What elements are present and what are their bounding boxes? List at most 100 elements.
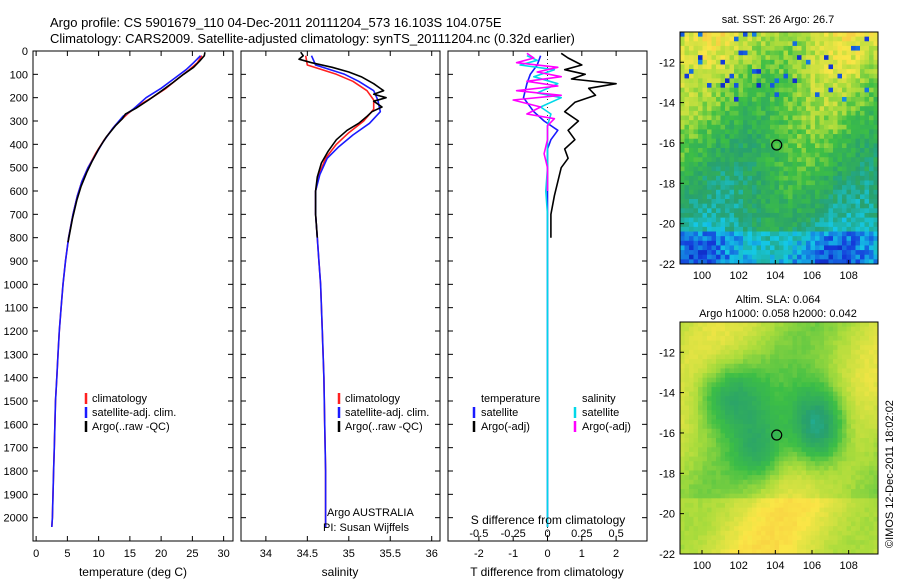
map-cell <box>783 78 789 84</box>
map-cell <box>842 245 847 251</box>
map-cell <box>851 78 856 84</box>
map-cell <box>702 199 708 205</box>
map-cell <box>761 134 766 140</box>
map-cell <box>783 498 789 504</box>
map-cell <box>869 461 874 467</box>
map-cell <box>837 484 843 490</box>
map-cell <box>689 512 694 518</box>
map-cell <box>761 259 766 265</box>
map-cell <box>720 259 726 265</box>
map-cell <box>828 143 834 149</box>
map-cell <box>756 507 762 513</box>
map-cell <box>779 115 784 121</box>
map-cell <box>707 502 712 508</box>
map-y-tick-label: -18 <box>659 178 675 190</box>
map-cell <box>837 124 843 130</box>
map-cell <box>707 331 712 337</box>
map-cell <box>819 484 825 490</box>
map-cell <box>711 363 717 369</box>
map-cell <box>815 185 820 191</box>
map-cell <box>743 73 748 79</box>
map-cell <box>725 231 730 237</box>
map-cell <box>729 148 735 154</box>
map-cell <box>711 326 717 332</box>
map-cell <box>738 120 744 126</box>
map-cell <box>810 120 816 126</box>
map-cell <box>747 354 753 360</box>
map-cell <box>851 166 856 172</box>
map-cell <box>684 189 690 195</box>
y-tick-label: 1600 <box>4 419 28 431</box>
map-cell <box>725 414 730 420</box>
map-cell <box>693 363 699 369</box>
map-cell <box>828 69 834 75</box>
map-cell <box>819 55 825 61</box>
map-cell <box>828 544 834 550</box>
map-cell <box>684 212 690 218</box>
map-cell <box>801 535 807 541</box>
map-cell <box>792 410 798 416</box>
map-cell <box>770 166 775 172</box>
map-cell <box>684 540 690 546</box>
map-cell <box>725 180 730 186</box>
map-cell <box>752 400 757 406</box>
s-tick-label: 0.5 <box>608 528 623 540</box>
map-cell <box>819 250 825 256</box>
map-cell <box>729 250 735 256</box>
map-cell <box>873 535 879 541</box>
map-cell <box>725 171 730 177</box>
map-cell <box>855 208 861 214</box>
map-cell <box>711 161 717 167</box>
map-cell <box>711 521 717 527</box>
map-cell <box>792 484 798 490</box>
map-cell <box>689 175 694 181</box>
map-cell <box>734 50 739 56</box>
map-cell <box>702 254 708 260</box>
map-cell <box>720 331 726 337</box>
map-cell <box>743 55 748 61</box>
map-cell <box>734 240 739 246</box>
map-cell <box>693 194 699 200</box>
map-cell <box>828 106 834 112</box>
map-cell <box>869 368 874 374</box>
map-cell <box>716 377 721 383</box>
map-cell <box>774 516 780 522</box>
map-cell <box>761 535 766 541</box>
map-cell <box>774 451 780 457</box>
map-cell <box>842 161 847 167</box>
map-cell <box>734 331 739 337</box>
map-cell <box>842 106 847 112</box>
map-cell <box>774 465 780 471</box>
map-cell <box>824 540 829 546</box>
map-cell <box>788 45 793 51</box>
map-cell <box>765 254 771 260</box>
map-cell <box>855 50 861 56</box>
map-cell <box>720 115 726 121</box>
map-cell <box>828 386 834 392</box>
map-cell <box>707 512 712 518</box>
map-cell <box>716 69 721 75</box>
map-cell <box>837 245 843 251</box>
map-cell <box>855 194 861 200</box>
map-cell <box>819 87 825 93</box>
map-cell <box>869 69 874 75</box>
map-cell <box>770 96 775 102</box>
map-cell <box>747 120 753 126</box>
map-cell <box>837 59 843 65</box>
map-cell <box>725 451 730 457</box>
map-cell <box>707 83 712 89</box>
map-cell <box>716 419 721 425</box>
map-cell <box>873 189 879 195</box>
map-cell <box>828 326 834 332</box>
map-cell <box>747 405 753 411</box>
map-cell <box>680 175 685 181</box>
map-cell <box>792 438 798 444</box>
map-cell <box>765 502 771 508</box>
map-cell <box>833 484 838 490</box>
map-cell <box>774 41 780 47</box>
map-cell <box>824 73 829 79</box>
map-cell <box>792 226 798 232</box>
map-cell <box>725 479 730 485</box>
map-cell <box>837 359 843 365</box>
map-cell <box>864 236 870 242</box>
